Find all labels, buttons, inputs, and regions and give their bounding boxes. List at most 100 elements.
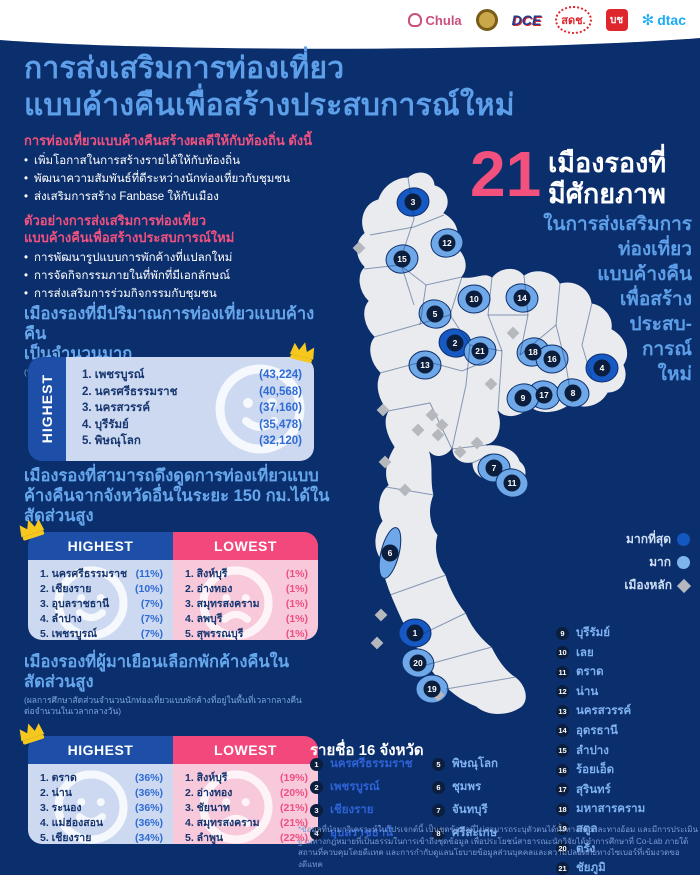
bullet-item: • การพัฒนารูปแบบการพักค้างที่แปลกใหม่ xyxy=(24,249,324,267)
footnote-line: ฐานทางกฎหมายที่เป็นธรรมในการเข้าถึงชุดข้… xyxy=(298,836,689,846)
province-list-item: 9 บุรีรัมย์ xyxy=(556,624,645,642)
rank-name: 1. นครศรีธรรมราช xyxy=(40,568,128,580)
callout-subtitle-line: ประสบ- xyxy=(629,314,692,335)
marker-number: 2 xyxy=(453,338,458,348)
map-marker-1: 1 xyxy=(406,624,424,642)
highest-tab: HIGHEST xyxy=(28,357,66,461)
marker-circle xyxy=(393,250,411,268)
rank-name: 4. สมุทรสงคราม xyxy=(185,817,260,829)
examples-bullets: • การพัฒนารูปแบบการพักค้างที่แปลกใหม่ • การ… xyxy=(24,249,324,303)
rank-name: 5. พิษณุโลก xyxy=(82,435,141,447)
marker-number: 21 xyxy=(475,346,485,356)
stay-lowest-header: LOWEST xyxy=(173,736,318,764)
bullet-item: • ส่งเสริมการสร้าง Fanbase ให้กับเมือง xyxy=(24,188,324,206)
bullet-item: • พัฒนาความสัมพันธ์ที่ดีระหว่างนักท่องเที… xyxy=(24,170,324,188)
legend-item: เมืองหลัก xyxy=(624,576,692,595)
bullet-dot-icon: • xyxy=(24,191,29,203)
province-number-chip: 14 xyxy=(556,724,569,738)
marker-number: 3 xyxy=(411,197,416,207)
rank-value: (21%) xyxy=(279,817,308,829)
main-city-diamond-icon xyxy=(374,608,388,622)
marker-circle xyxy=(535,386,553,404)
benefits-heading: การท่องเที่ยวแบบค้างคืนสร้างผลดีให้กับท้… xyxy=(24,133,313,148)
province-list-item: 1 นครศรีธรรมราช xyxy=(310,755,413,773)
province-name: น่าน xyxy=(576,685,599,698)
rank-value: (21%) xyxy=(279,802,308,814)
main-city-diamond-icon xyxy=(352,241,366,255)
crown-icon xyxy=(19,519,45,541)
rank-name: 3. อุบลราชธานี xyxy=(40,598,110,610)
province-name: นครศรีธรรมราช xyxy=(330,758,413,770)
province-number-chip: 12 xyxy=(556,685,569,699)
rank-value: (36%) xyxy=(134,772,163,784)
province-number-chip: 18 xyxy=(556,802,569,816)
stay-lowest-list: 1. สิงห์บุรี (19%) 2. อ่างทอง (20%) 3. ชัยนา… xyxy=(173,764,318,844)
callout-number: 21 xyxy=(470,138,542,210)
map-legend: มากที่สุด มาก เมืองหลัก xyxy=(624,530,692,595)
rank-row: 3. ระนอง (36%) xyxy=(40,801,163,816)
stay-heading-line1: เมืองรองที่ผู้มาเยือนเลือกพักค้างคืนใน xyxy=(24,653,290,671)
province-number-chip: 13 xyxy=(556,704,569,718)
rank-value: (35,478) xyxy=(259,418,302,431)
legend-label: มาก xyxy=(649,555,671,569)
attract-card: HIGHEST 1. นครศรีธรรมราช (11%) 2. เชียงราย… xyxy=(19,519,318,640)
sad-face-icon xyxy=(199,566,273,640)
rank-value: (32,120) xyxy=(259,435,302,447)
thailand-map: 3 12 15 10 14 5 2 21 18 16 13 4 17 9 8 7 11 6 1 20 19 xyxy=(352,171,628,715)
stay-lowest-half: LOWEST 1. สิงห์บุรี (19%) 2. อ่างทอง (20%) 3… xyxy=(173,736,318,844)
volume-highest-card: HIGHEST 1. เพชรบูรณ์ (43,224) 2. นครศรีธรร… xyxy=(28,342,315,461)
crown-icon xyxy=(289,342,315,364)
province-number-chip: 8 xyxy=(432,826,445,840)
rank-name: 4. บุรีรัมย์ xyxy=(82,418,129,431)
province-name: เลย xyxy=(576,646,594,659)
province-name: ศรีสะเกษ xyxy=(452,827,498,839)
marker-number: 15 xyxy=(397,254,407,264)
province-list-item: 2 เพชรบูรณ์ xyxy=(310,778,413,796)
rank-row: 5. ลำพูน (22%) xyxy=(185,831,308,844)
benefits-block: การท่องเที่ยวแบบค้างคืนสร้างผลดีให้กับท้… xyxy=(24,132,324,206)
province-number-chip: 5 xyxy=(432,757,445,771)
rank-row: 4. สมุทรสงคราม (21%) xyxy=(185,816,308,831)
map-marker-20: 20 xyxy=(409,654,427,672)
attract-section-heading: เมืองรองที่สามารถดึงดูดการท่องเที่ยวแบบ … xyxy=(24,466,334,526)
main-city-diamond-icon xyxy=(370,636,384,650)
marker-circle xyxy=(503,474,521,492)
rank-value: (36%) xyxy=(134,787,163,799)
province-list-item: 21 ชัยภูมิ xyxy=(556,859,645,875)
main-city-diamond-icon xyxy=(378,455,392,469)
stay-heading-line2: สัดส่วนสูง xyxy=(24,673,94,691)
marker-number: 20 xyxy=(413,658,423,668)
bullet-text: ส่งเสริมการสร้าง Fanbase ให้กับเมือง xyxy=(34,191,219,203)
rank-name: 5. ลำพูน xyxy=(185,832,224,844)
map-marker-21: 21 xyxy=(471,342,489,360)
bullet-text: การพัฒนารูปแบบการพักค้างที่แปลกใหม่ xyxy=(34,252,233,264)
main-city-diamond-icon xyxy=(411,423,425,437)
rank-row: 5. เชียงราย (34%) xyxy=(40,831,163,844)
attract-highest-list: 1. นครศรีธรรมราช (11%) 2. เชียงราย (10%) 3. … xyxy=(28,560,173,640)
rank-name: 2. อ่างทอง xyxy=(185,583,233,595)
province-list-heading: รายชื่อ 16 จังหวัด xyxy=(310,742,424,759)
rank-row: 1. สิงห์บุรี (1%) xyxy=(185,567,308,582)
province-number-chip: 1 xyxy=(310,757,323,771)
map-marker-6: 6 xyxy=(381,544,399,562)
rank-name: 1. สิงห์บุรี xyxy=(185,772,228,784)
rank-name: 2. นครศรีธรรมราช xyxy=(82,385,178,398)
province-number-chip: 3 xyxy=(310,803,323,817)
marker-number: 7 xyxy=(492,463,497,473)
province-name: เพชรบูรณ์ xyxy=(330,781,380,793)
stay-card: HIGHEST 1. ตราด (36%) 2. น่าน (36%) 3. ระนอง… xyxy=(19,723,318,844)
rank-name: 3. นครสวรรค์ xyxy=(82,402,151,414)
bullet-dot-icon: • xyxy=(24,288,29,300)
province-number-chip: 6 xyxy=(432,780,445,794)
map-marker-17: 17 xyxy=(535,386,553,404)
province-list-item: 12 น่าน xyxy=(556,683,645,701)
rank-value: (1%) xyxy=(285,583,308,595)
marker-circle xyxy=(543,350,561,368)
province-name: สตูล xyxy=(576,822,598,835)
smiley-face-icon xyxy=(54,770,128,844)
rank-row: 5. สุพรรณบุรี (1%) xyxy=(185,627,308,640)
province-name: พิษณุโลก xyxy=(452,758,499,770)
marker-number: 5 xyxy=(433,309,438,319)
marker-circle xyxy=(465,290,483,308)
province-number-markers: 3 12 15 10 14 5 2 21 18 16 13 4 17 9 8 7 11 6 1 20 19 xyxy=(381,193,611,698)
